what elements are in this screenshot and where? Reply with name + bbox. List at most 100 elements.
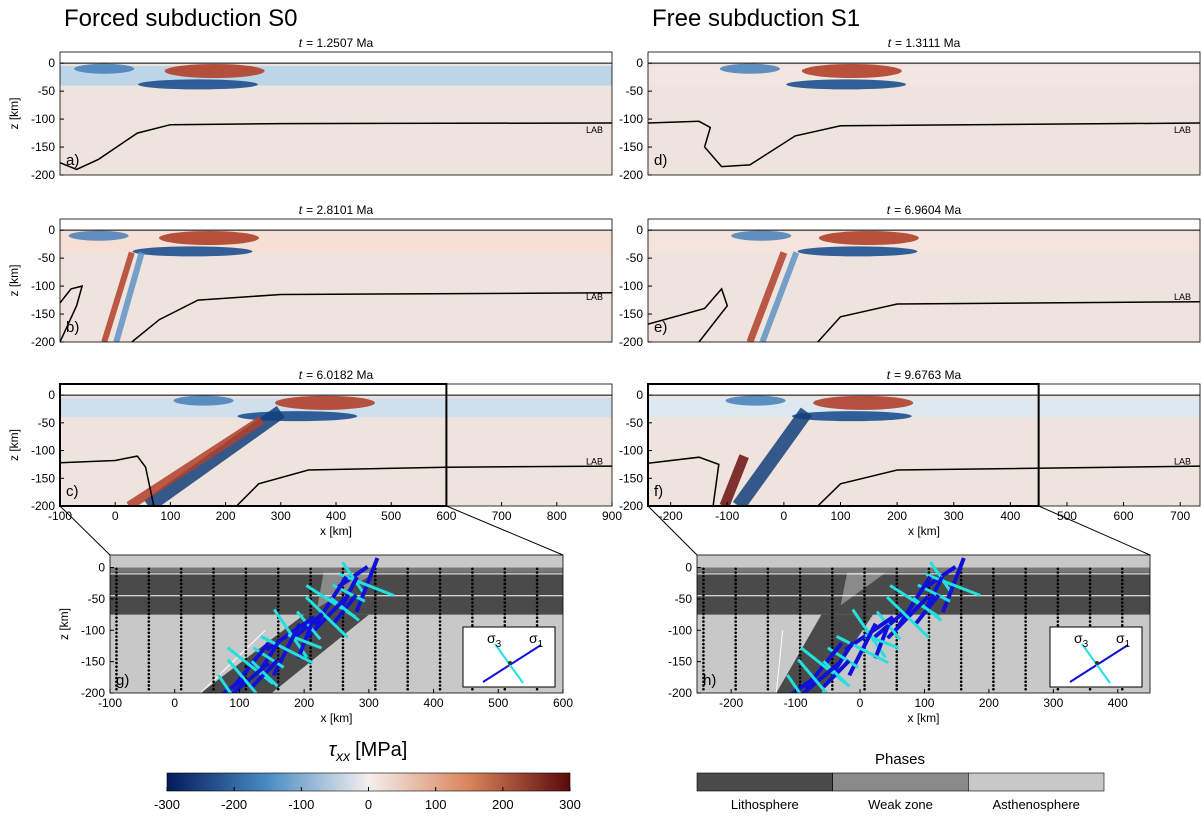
trench-blue: [719, 63, 780, 74]
marker-dot: [831, 601, 834, 604]
marker-dot: [927, 623, 931, 627]
marker-dot: [179, 582, 183, 586]
marker-dot: [374, 575, 377, 578]
phase-swatch: [968, 772, 1105, 792]
slab-stress: [732, 407, 813, 506]
marker-dot: [406, 590, 409, 593]
marker-dot: [276, 567, 280, 571]
marker-dot: [798, 635, 802, 638]
marker-dot: [309, 684, 312, 687]
marker-dot: [766, 684, 770, 687]
marker-dot: [309, 646, 312, 650]
marker-dot: [927, 616, 931, 620]
marker-dot: [374, 642, 377, 646]
marker-dot: [341, 687, 345, 691]
legend-label: σ1: [529, 630, 544, 650]
marker-dot: [734, 567, 737, 571]
marker-dot: [702, 567, 705, 571]
marker-dot: [734, 639, 737, 642]
x-tick-label: 400: [326, 509, 346, 523]
marker-dot: [179, 661, 183, 665]
marker-dot: [276, 590, 280, 593]
x-axis-label: x [km]: [908, 524, 940, 538]
marker-dot: [341, 650, 345, 653]
marker-dot: [992, 684, 995, 687]
marker-dot: [927, 627, 931, 631]
isotherm: [775, 630, 784, 693]
marker-dot: [766, 571, 770, 574]
marker-dot: [959, 578, 963, 582]
x-tick-label: 200: [294, 696, 314, 710]
marker-dot: [927, 669, 931, 672]
marker-dot: [927, 650, 931, 653]
marker-dot: [798, 582, 802, 586]
x-tick-label: 100: [229, 696, 249, 710]
slab-stress: [719, 454, 749, 506]
marker-dot: [1120, 687, 1124, 691]
marker-dot: [766, 680, 770, 684]
field: [648, 219, 1200, 342]
lab-label: LAB: [586, 292, 603, 302]
marker-dot: [438, 635, 442, 638]
white-top: [60, 52, 612, 64]
marker-dot: [406, 631, 409, 635]
marker-dot: [959, 616, 963, 620]
marker-dot: [471, 590, 474, 593]
marker-dot: [766, 672, 770, 676]
marker-dot: [766, 669, 770, 672]
marker-dot: [212, 631, 215, 635]
marker-dot: [438, 623, 442, 627]
marker-dot: [406, 639, 409, 642]
marker-dot: [702, 657, 705, 661]
legend-center: [508, 661, 512, 665]
marker-dot: [438, 567, 442, 571]
x-tick-label: 900: [602, 509, 622, 523]
marker-dot: [766, 627, 770, 631]
marker-dot: [147, 605, 151, 608]
marker-dot: [734, 684, 737, 687]
marker-dot: [992, 582, 995, 586]
marker-dot: [1024, 578, 1027, 582]
y-tick-label: 0: [636, 388, 643, 402]
marker-dot: [895, 567, 899, 571]
marker-dot: [115, 571, 118, 574]
marker-dot: [438, 605, 442, 608]
marker-dot: [1056, 623, 1060, 627]
x-tick-label: 600: [436, 509, 456, 523]
marker-dot: [147, 639, 151, 642]
marker-dot: [212, 646, 215, 650]
marker-dot: [406, 654, 409, 657]
marker-dot: [244, 635, 248, 638]
marker-dot: [212, 661, 215, 665]
marker-dot: [212, 597, 215, 601]
x-tick-label: 300: [359, 696, 379, 710]
marker-dot: [992, 635, 995, 638]
marker-dot: [702, 672, 705, 676]
marker-dot: [863, 582, 866, 586]
marker-dot: [798, 605, 802, 608]
marker-dot: [1024, 601, 1027, 604]
marker-dot: [503, 567, 507, 571]
marker-dot: [212, 616, 215, 620]
marker-dot: [1088, 608, 1092, 612]
marker-dot: [798, 672, 802, 676]
marker-dot: [406, 657, 409, 661]
marker-dot: [309, 605, 312, 608]
marker-dot: [1024, 684, 1027, 687]
marker-dot: [702, 605, 705, 608]
marker-dot: [406, 623, 409, 627]
marker-dot: [244, 612, 248, 616]
legend-label: σ1: [1116, 630, 1131, 650]
time-value: = 1.3111 Ma: [895, 36, 961, 50]
marker-dot: [212, 687, 215, 691]
x-tick-label: 400: [424, 696, 444, 710]
marker-dot: [734, 635, 737, 638]
marker-dot: [438, 616, 442, 620]
marker-dot: [212, 605, 215, 608]
marker-dot: [115, 657, 118, 661]
sigma3: [304, 595, 349, 639]
marker-dot: [766, 642, 770, 646]
marker-dot: [115, 586, 118, 589]
marker-dot: [895, 593, 899, 597]
marker-dot: [734, 661, 737, 665]
